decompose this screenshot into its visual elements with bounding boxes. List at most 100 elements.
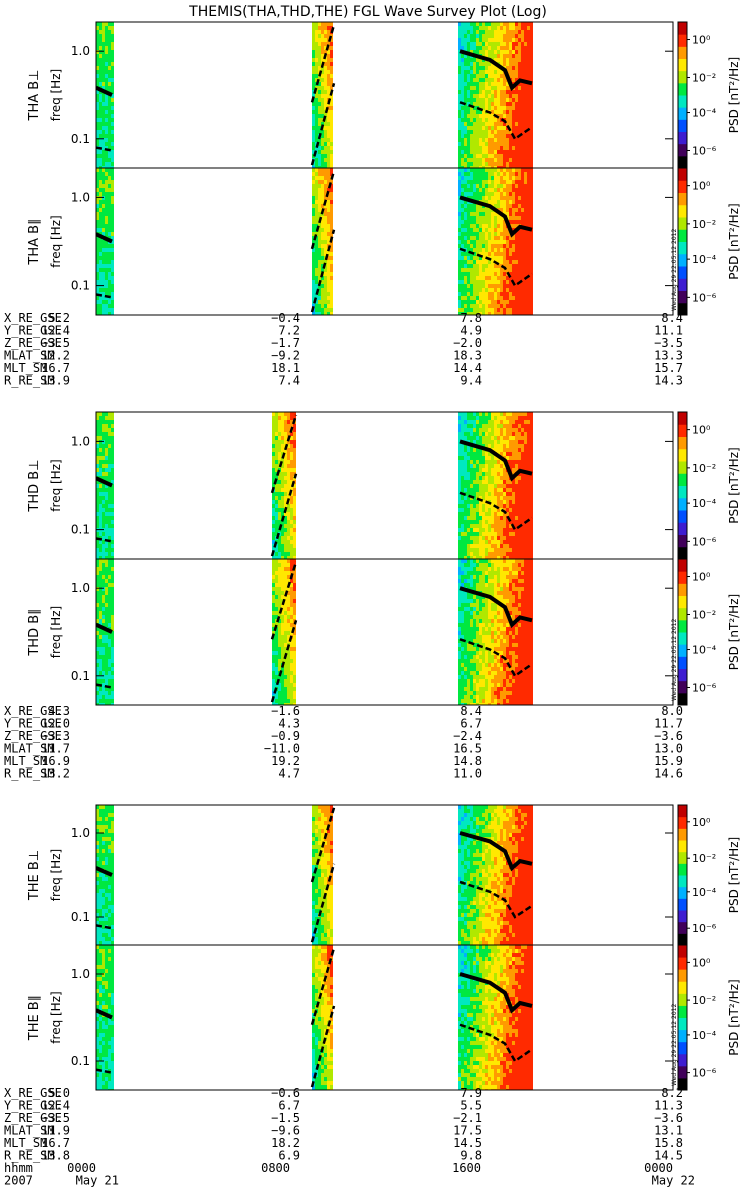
spectrogram-cell <box>105 138 108 142</box>
spectrogram-cell <box>458 256 461 260</box>
spectrogram-cell <box>108 639 111 643</box>
spectrogram-cell <box>461 508 464 512</box>
spectrogram-cell <box>105 631 108 635</box>
spectrogram-cell <box>467 436 470 440</box>
spectrogram-cell <box>479 436 482 440</box>
spectrogram-cell <box>473 536 476 540</box>
spectrogram-cell <box>327 212 330 216</box>
spectrogram-cell <box>506 492 509 496</box>
spectrogram-cell <box>318 252 321 256</box>
spectrogram-cell <box>467 158 470 162</box>
spectrogram-cell <box>491 66 494 70</box>
spectrogram-cell <box>464 130 467 134</box>
spectrogram-cell <box>108 536 111 540</box>
spectrogram-cell <box>96 496 99 500</box>
spectrogram-cell <box>281 504 284 508</box>
spectrogram-cell <box>515 464 518 468</box>
spectrogram-cell <box>524 184 527 188</box>
spectrogram-cell <box>503 488 506 492</box>
spectrogram-cell <box>467 34 470 38</box>
spectrogram-cell <box>500 184 503 188</box>
spectrogram-cell <box>518 188 521 192</box>
spectrogram-cell <box>275 456 278 460</box>
spectrogram-cell <box>500 512 503 516</box>
spectrogram-cell <box>506 512 509 516</box>
spectrogram-cell <box>108 38 111 42</box>
gyrofrequency-trace <box>459 195 533 238</box>
spectrogram-cell <box>321 216 324 220</box>
spectrogram-cell <box>497 304 500 308</box>
spectrogram-cell <box>470 142 473 146</box>
spectrogram-cell <box>287 695 290 699</box>
spectrogram-cell <box>470 416 473 420</box>
spectrogram-cell <box>524 460 527 464</box>
spectrogram-cell <box>458 492 461 496</box>
spectrogram-cell <box>512 216 515 220</box>
spectrogram-cell <box>281 452 284 456</box>
spectrogram-cell <box>278 424 281 428</box>
spectrogram-cell <box>518 464 521 468</box>
spectrogram-cell <box>527 126 530 130</box>
spectrogram-cell <box>497 264 500 268</box>
spectrogram-cell <box>287 532 290 536</box>
spectrogram-cell <box>485 168 488 172</box>
spectrogram-cell <box>470 22 473 26</box>
spectrogram-cell <box>473 46 476 50</box>
spectrogram-cell <box>458 42 461 46</box>
spectrogram-cell <box>524 38 527 42</box>
spectrogram-cell <box>467 428 470 432</box>
spectrogram-cell <box>530 268 533 272</box>
spectrogram-cell <box>527 296 530 300</box>
spectrogram-cell <box>482 280 485 284</box>
spectrogram-cell <box>99 675 102 679</box>
colorbar-segment <box>678 119 687 132</box>
spectrogram-cell <box>482 224 485 228</box>
spectrogram-cell <box>515 184 518 188</box>
spectrogram-cell <box>512 180 515 184</box>
spectrogram-cell <box>290 516 293 520</box>
spectrogram-cell <box>467 420 470 424</box>
spectrogram-cell <box>503 540 506 544</box>
spectrogram-cell <box>524 548 527 552</box>
spectrogram-cell <box>521 424 524 428</box>
spectrogram-cell <box>509 520 512 524</box>
spectrogram-cell <box>488 244 491 248</box>
spectrogram-cell <box>105 464 108 468</box>
spectrogram-cell <box>284 512 287 516</box>
spectrogram-cell <box>485 544 488 548</box>
spectrogram-cell <box>467 252 470 256</box>
spectrogram-cell <box>491 142 494 146</box>
spectrogram-cell <box>105 268 108 272</box>
spectrogram-cell <box>503 252 506 256</box>
spectrogram-cell <box>272 536 275 540</box>
spectrogram-cell <box>488 150 491 154</box>
spectrogram-cell <box>521 460 524 464</box>
spectrogram-cell <box>278 579 281 583</box>
spectrogram-cell <box>102 154 105 158</box>
spectrogram-cell <box>488 544 491 548</box>
spectrogram-cell <box>485 220 488 224</box>
spectrogram-cell <box>515 224 518 228</box>
spectrogram-cell <box>518 196 521 200</box>
spectrogram-cell <box>102 559 105 563</box>
spectrogram-cell <box>473 58 476 62</box>
spectrogram-cell <box>524 448 527 452</box>
spectrogram-cell <box>464 556 467 559</box>
spectrogram-cell <box>503 154 506 158</box>
spectrogram-cell <box>515 114 518 118</box>
spectrogram-cell <box>524 296 527 300</box>
spectrogram-cell <box>509 42 512 46</box>
spectrogram-cell <box>494 508 497 512</box>
spectrogram-cell <box>500 38 503 42</box>
spectrogram-cell <box>467 102 470 106</box>
spectrogram-cell <box>482 532 485 536</box>
spectrogram-cell <box>482 552 485 556</box>
spectrogram-cell <box>488 162 491 166</box>
spectrogram-cell <box>512 236 515 240</box>
spectrogram-cell <box>494 188 497 192</box>
spectrogram-cell <box>467 300 470 304</box>
spectrogram-cell <box>476 420 479 424</box>
spectrogram-cell <box>315 110 318 114</box>
spectrogram-cell <box>488 142 491 146</box>
spectrogram-cell <box>99 460 102 464</box>
